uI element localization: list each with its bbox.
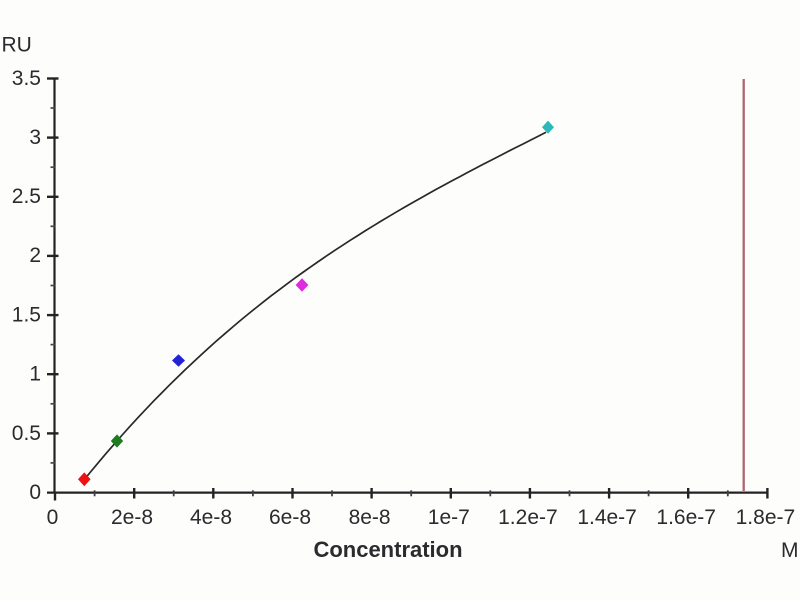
svg-text:1: 1 [29,363,41,386]
svg-text:1e-7: 1e-7 [428,506,470,529]
svg-text:3: 3 [29,126,41,149]
svg-text:6e-8: 6e-8 [269,506,311,529]
svg-text:1.8e-7: 1.8e-7 [736,506,796,529]
svg-text:2.5: 2.5 [12,185,41,208]
svg-text:0: 0 [29,481,41,504]
svg-text:8e-8: 8e-8 [349,506,391,529]
svg-text:1.6e-7: 1.6e-7 [656,506,716,529]
svg-text:2e-8: 2e-8 [111,506,153,529]
svg-text:4e-8: 4e-8 [190,506,232,529]
svg-text:1.4e-7: 1.4e-7 [577,506,637,529]
svg-text:1.5: 1.5 [12,304,41,327]
svg-text:0: 0 [47,506,59,529]
svg-text:2: 2 [29,244,41,267]
svg-text:Concentration: Concentration [313,537,462,562]
svg-text:RU: RU [2,34,32,57]
svg-text:1.2e-7: 1.2e-7 [498,506,558,529]
svg-text:M: M [781,539,799,562]
svg-text:0.5: 0.5 [12,422,41,445]
svg-text:3.5: 3.5 [12,67,41,90]
